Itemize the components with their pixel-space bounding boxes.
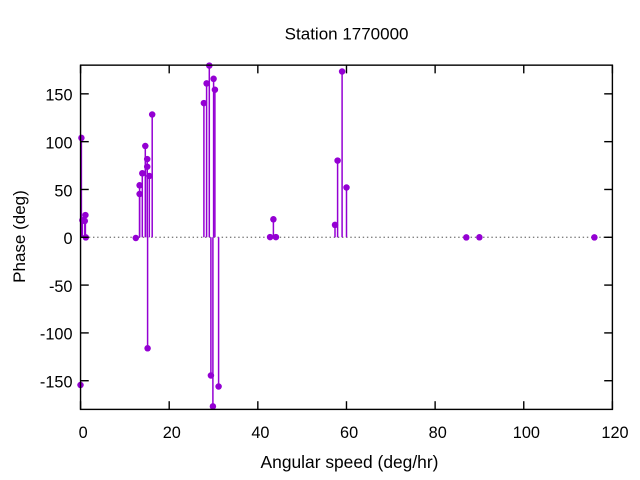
svg-text:Station 1770000: Station 1770000 bbox=[285, 24, 409, 43]
svg-text:Angular speed (deg/hr): Angular speed (deg/hr) bbox=[261, 452, 439, 472]
svg-text:80: 80 bbox=[429, 424, 447, 442]
svg-text:100: 100 bbox=[45, 134, 72, 152]
svg-text:60: 60 bbox=[340, 424, 358, 442]
svg-text:50: 50 bbox=[54, 182, 72, 200]
svg-text:120: 120 bbox=[601, 424, 628, 442]
svg-text:Phase (deg): Phase (deg) bbox=[10, 190, 29, 283]
svg-text:100: 100 bbox=[513, 424, 540, 442]
svg-text:0: 0 bbox=[63, 230, 72, 248]
svg-text:40: 40 bbox=[251, 424, 269, 442]
svg-text:-50: -50 bbox=[49, 278, 73, 296]
svg-text:-100: -100 bbox=[40, 326, 73, 344]
svg-text:20: 20 bbox=[163, 424, 181, 442]
svg-text:150: 150 bbox=[45, 87, 72, 105]
svg-text:0: 0 bbox=[79, 424, 88, 442]
svg-text:-150: -150 bbox=[40, 374, 73, 392]
